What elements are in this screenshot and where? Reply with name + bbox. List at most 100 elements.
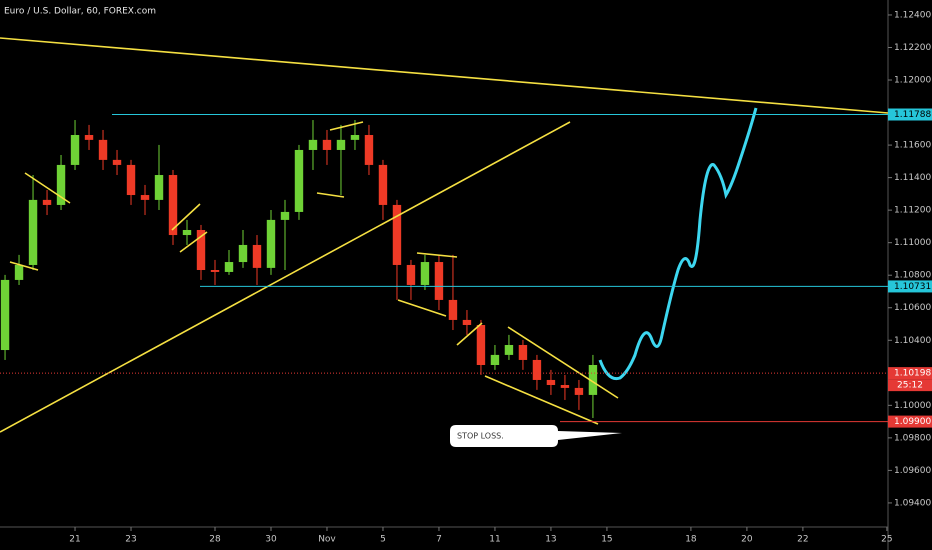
y-tick-label: 1.10400 (894, 336, 931, 346)
trend-line (179, 231, 208, 253)
candle-body (126, 164, 136, 196)
trend-line (456, 322, 483, 346)
candle-body (224, 262, 234, 272)
y-tick-label: 1.12000 (894, 76, 931, 86)
candle-body (350, 135, 360, 140)
candle-body (266, 219, 276, 268)
candle-body (14, 264, 24, 280)
price-level-tag (888, 280, 932, 293)
projection-path (598, 107, 758, 381)
candle-body (196, 229, 206, 271)
candle-body (98, 139, 108, 160)
y-tick-label: 1.10600 (894, 303, 931, 313)
candle-body (476, 324, 486, 365)
candle-body (434, 262, 444, 300)
x-tick-label: 22 (797, 535, 808, 545)
stop-loss-callout (450, 425, 622, 447)
candle-body (308, 139, 318, 150)
candle-body (280, 211, 290, 220)
y-tick-label: 1.11200 (894, 206, 931, 216)
candle-body (462, 319, 472, 325)
y-tick-label: 1.10800 (894, 271, 931, 281)
candle-body (364, 135, 374, 165)
candle-body (532, 359, 542, 380)
candle-body (336, 139, 346, 150)
price-level-tag (888, 367, 932, 380)
candle-body (112, 159, 122, 165)
y-tick-label: 1.12400 (894, 10, 931, 20)
candle-body (560, 385, 570, 388)
x-tick-label: Nov (318, 535, 336, 545)
price-level-label: 1.11788 (894, 110, 931, 120)
y-tick-label: 1.11400 (894, 173, 931, 183)
candle-body (504, 344, 514, 355)
y-tick-label: 1.11000 (894, 238, 931, 248)
candle-body (252, 244, 262, 268)
price-level-label: 1.09900 (894, 417, 931, 427)
trend-line (316, 192, 345, 198)
candle-body (182, 229, 192, 236)
x-tick-label: 11 (489, 535, 500, 545)
annotation-text: STOP LOSS. (457, 432, 504, 441)
candle-body (28, 199, 38, 265)
candle-body (518, 344, 528, 360)
candle-body (546, 379, 556, 386)
x-tick-label: 28 (209, 535, 221, 545)
price-level-tag (888, 415, 932, 428)
y-tick-label: 1.09600 (894, 466, 931, 476)
candle-body (406, 264, 416, 285)
candle-body (154, 175, 164, 200)
candle-body (42, 199, 52, 205)
x-tick-label: 30 (265, 535, 277, 545)
x-tick-label: 7 (436, 535, 442, 545)
price-level-label: 1.10731 (894, 282, 931, 292)
candle-body (378, 164, 388, 205)
trend-line (171, 203, 201, 231)
candle-body (448, 299, 458, 320)
trend-line (484, 375, 599, 425)
y-tick-label: 1.11600 (894, 141, 931, 151)
x-tick-label: 15 (601, 535, 612, 545)
trend-line (24, 172, 71, 204)
x-tick-label: 25 (881, 535, 892, 545)
candle-body (490, 354, 500, 365)
chart-title: Euro / U.S. Dollar, 60, FOREX.com (4, 7, 156, 17)
x-tick-label: 23 (125, 535, 136, 545)
x-tick-label: 5 (380, 535, 386, 545)
candle-body (210, 270, 220, 272)
plot (0, 120, 598, 419)
candle-body (574, 387, 584, 395)
candle-body (392, 204, 402, 265)
trend-line (329, 121, 364, 131)
trend-line (0, 121, 571, 433)
candle-body (588, 364, 598, 395)
trend-line (397, 299, 447, 317)
candle-body (322, 139, 332, 150)
countdown-tag (888, 379, 932, 392)
candle-body (70, 135, 80, 165)
y-tick-label: 1.10000 (894, 401, 931, 411)
x-tick-label: 21 (69, 535, 80, 545)
x-tick-label: 13 (545, 535, 556, 545)
countdown-label: 25:12 (897, 381, 923, 391)
candle-body (294, 149, 304, 212)
y-tick-label: 1.09400 (894, 498, 931, 508)
trend-line (9, 261, 39, 271)
candle-body (168, 175, 178, 236)
candle-body (56, 164, 66, 205)
candle-body (84, 135, 94, 140)
trend-line (507, 326, 619, 399)
candle-body (420, 262, 430, 285)
candle-body (140, 195, 150, 200)
trend-line (0, 37, 889, 114)
drawings: STOP LOSS. (0, 37, 889, 447)
x-tick-label: 20 (741, 535, 753, 545)
price-level-label: 1.10198 (894, 369, 931, 379)
candle-body (238, 244, 248, 263)
y-tick-label: 1.12200 (894, 43, 931, 53)
x-tick-label: 18 (685, 535, 697, 545)
y-tick-label: 1.09800 (894, 433, 931, 443)
candle-body (0, 279, 10, 351)
